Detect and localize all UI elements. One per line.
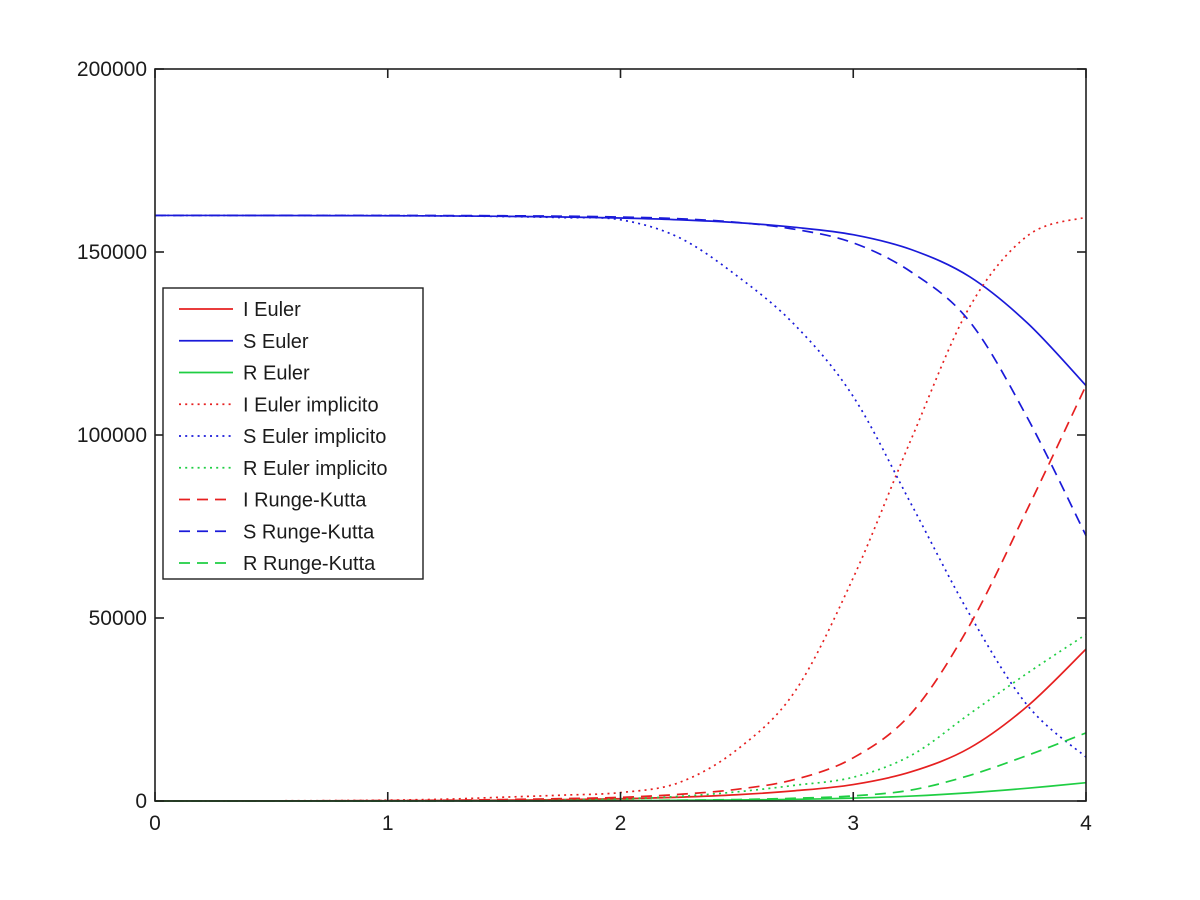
series-s-euler-implicito	[154, 214, 1087, 758]
legend-box	[162, 287, 424, 580]
legend-label: I Euler implicito	[243, 394, 379, 416]
x-tick-label: 1	[382, 812, 394, 835]
y-tick-label: 100000	[77, 424, 147, 447]
legend-label: R Runge-Kutta	[243, 553, 376, 575]
legend-item: R Euler implicito	[179, 458, 387, 480]
legend-item: S Euler	[179, 331, 309, 353]
x-tick-label: 0	[149, 812, 161, 835]
legend-item: R Euler	[179, 363, 310, 385]
legend-label: S Euler	[243, 331, 309, 353]
x-tick-label: 4	[1080, 812, 1092, 835]
tick-labels: 0 1 2 3 4 0 50000 100000 150000 200000	[77, 58, 1092, 835]
series-s-runge-kutta	[154, 214, 1087, 537]
y-tick-label: 0	[135, 790, 147, 813]
x-tick-label: 3	[847, 812, 859, 835]
legend-item: I Runge-Kutta	[179, 490, 367, 512]
legend-label: I Euler	[243, 299, 301, 321]
legend: I Euler S Euler R Euler I Euler implicito S …	[162, 287, 424, 580]
legend-label: I Runge-Kutta	[243, 490, 367, 512]
y-tick-label: 50000	[89, 607, 147, 630]
series-r-runge-kutta	[154, 732, 1087, 802]
legend-item: S Euler implicito	[179, 426, 386, 448]
y-tick-label: 150000	[77, 241, 147, 264]
x-tick-label: 2	[615, 812, 627, 835]
plot-border	[154, 68, 1087, 802]
legend-item: I Euler	[179, 299, 301, 321]
y-tick-label: 200000	[77, 58, 147, 81]
legend-label: R Euler implicito	[243, 458, 387, 480]
legend-label: S Runge-Kutta	[243, 521, 375, 543]
legend-item: R Runge-Kutta	[179, 553, 376, 575]
legend-item: I Euler implicito	[179, 394, 379, 416]
legend-label: R Euler	[243, 363, 310, 385]
legend-label: S Euler implicito	[243, 426, 386, 448]
legend-item: S Runge-Kutta	[179, 521, 375, 543]
